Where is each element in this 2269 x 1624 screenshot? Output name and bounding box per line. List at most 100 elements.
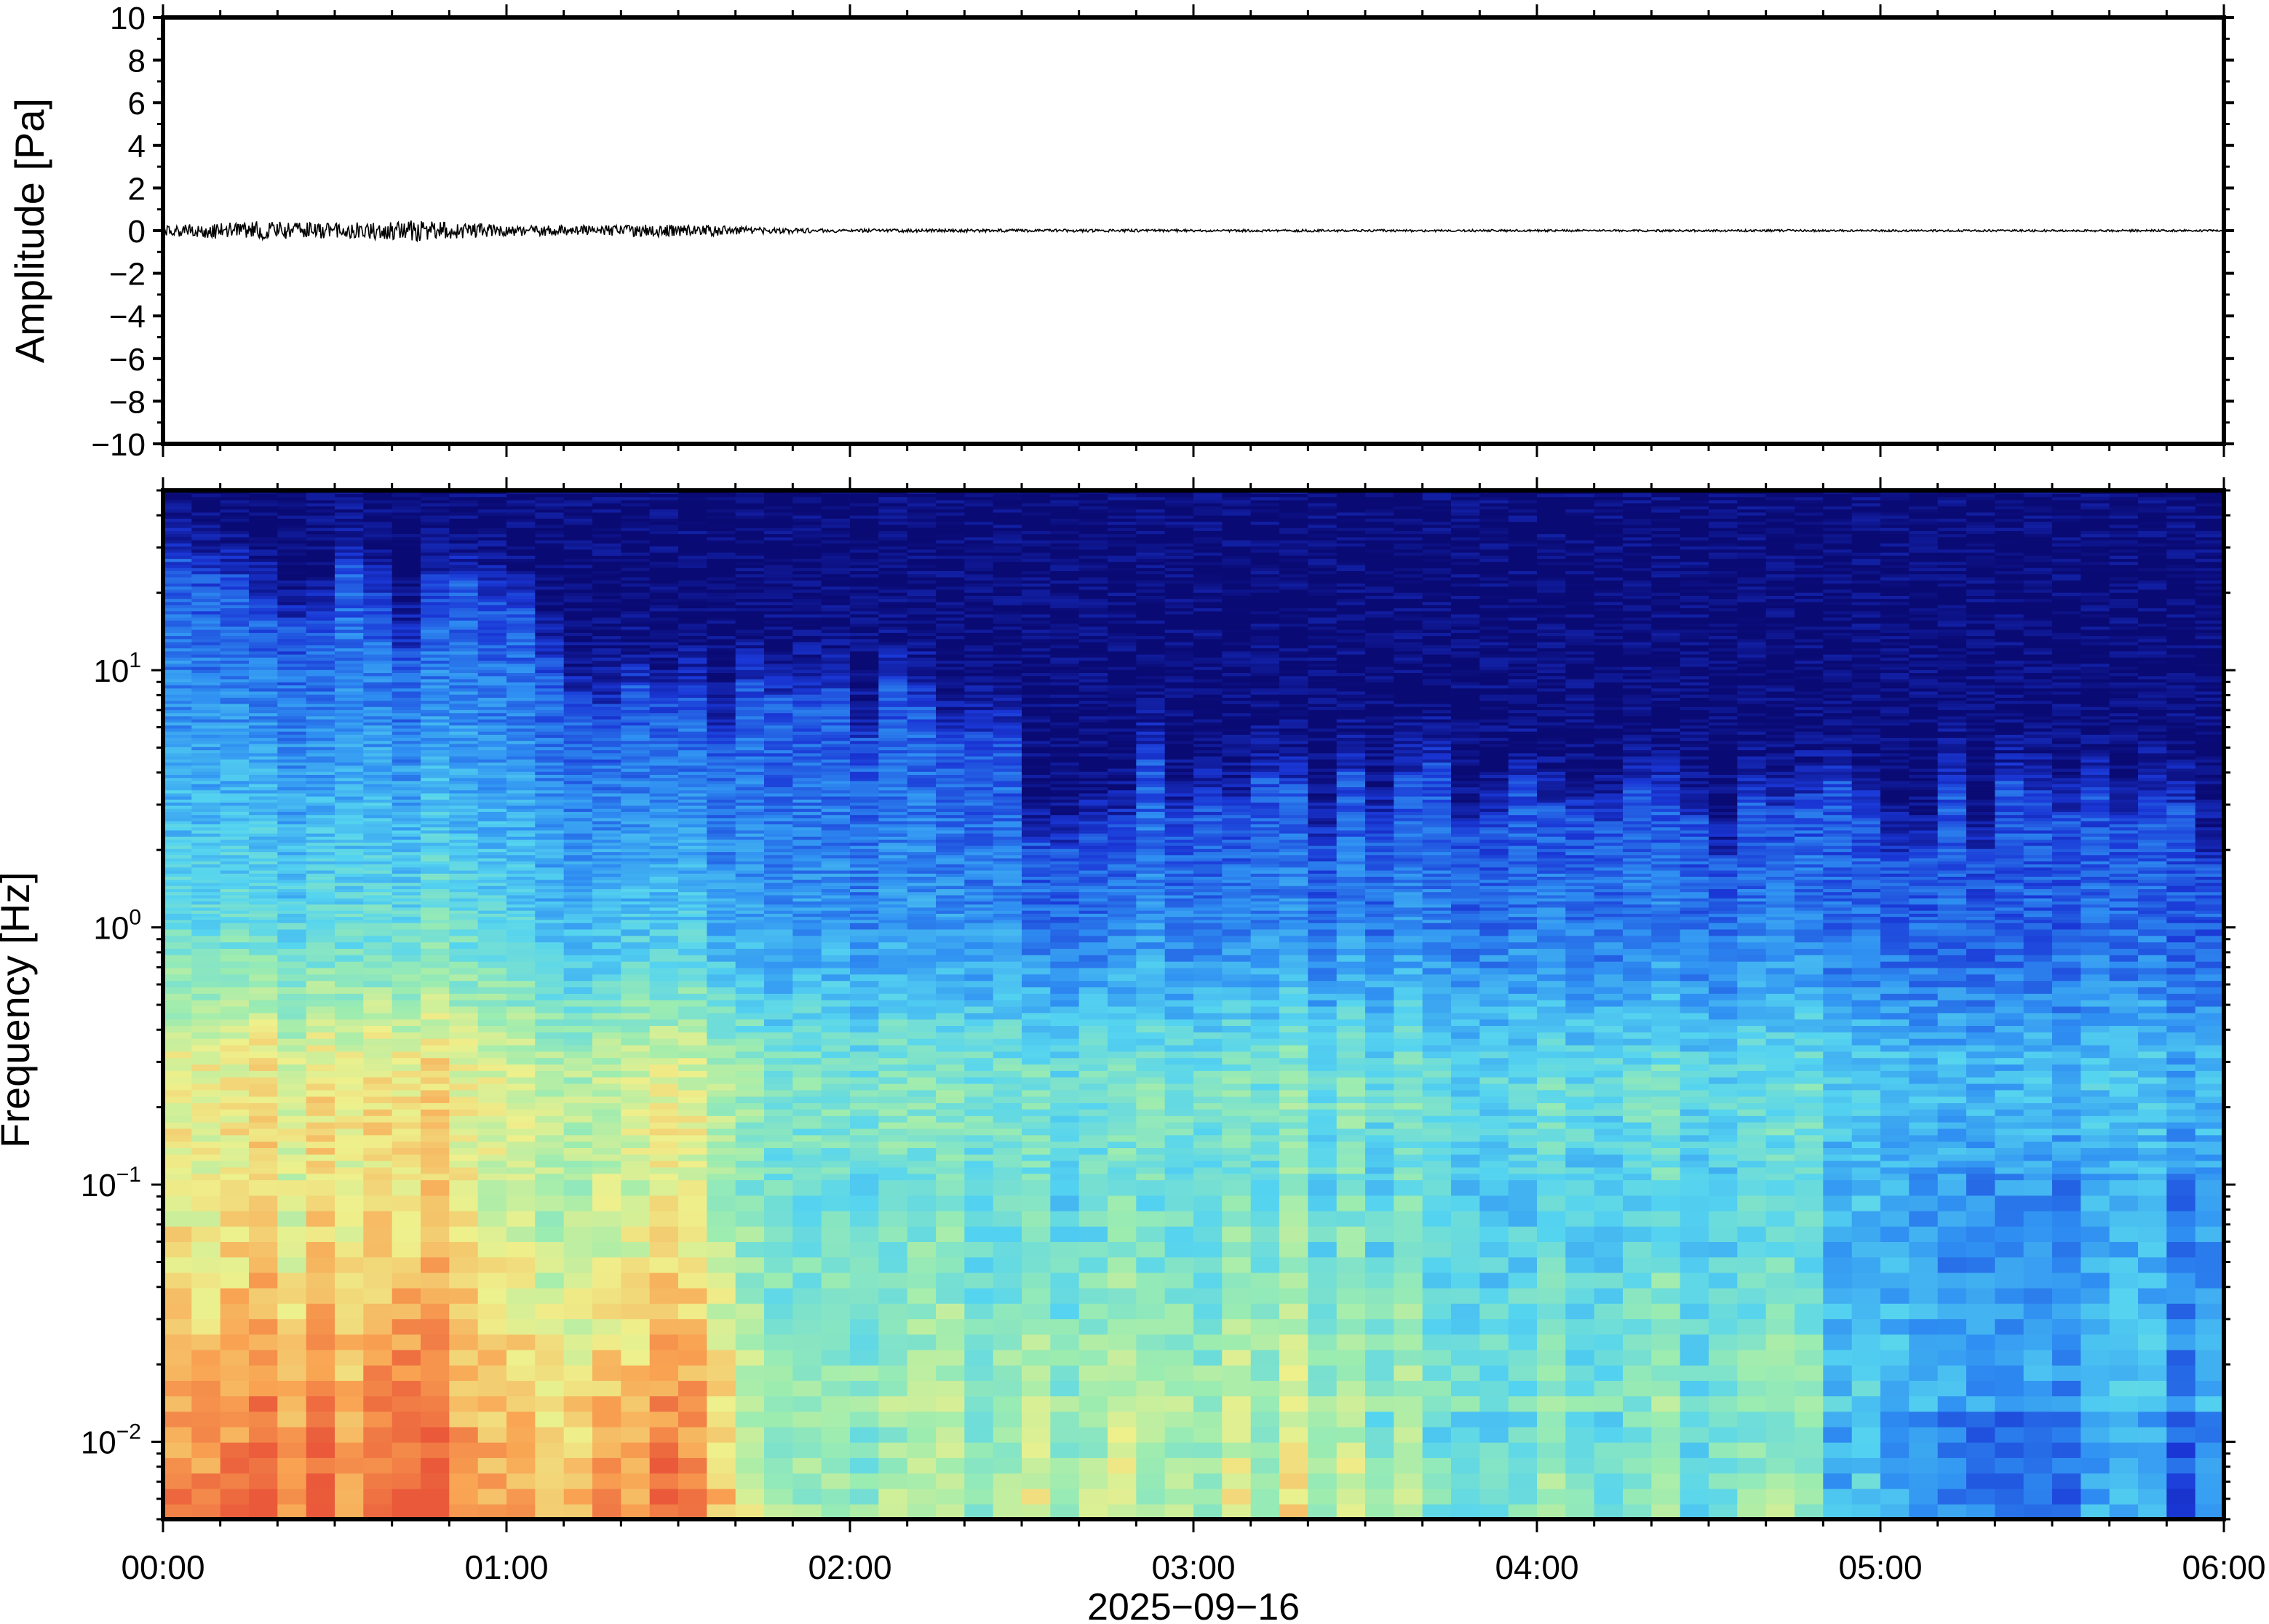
spectrogram-cell (735, 573, 765, 578)
spectrogram-cell (392, 780, 421, 784)
spectrogram-cell (535, 1318, 565, 1335)
spectrogram-cell (220, 759, 250, 763)
spectrogram-cell (421, 1006, 450, 1014)
spectrogram-cell (506, 589, 536, 593)
spectrogram-cell (506, 987, 536, 994)
spectrogram-cell (335, 740, 365, 744)
spectrogram-cell (621, 827, 651, 831)
spectrogram-cell (392, 1441, 421, 1458)
spectrogram-cell (563, 601, 593, 605)
spectrogram-cell (592, 928, 622, 936)
spectrogram-cell (649, 1195, 679, 1211)
spectrogram-cell (449, 774, 479, 779)
spectrogram-cell (649, 678, 679, 682)
spectrogram-cell (592, 549, 622, 553)
spectrogram-cell (477, 811, 507, 816)
spectrogram-cell (678, 518, 708, 522)
spectrogram-cell (735, 1102, 765, 1110)
spectrogram-cell (649, 675, 679, 680)
spectrogram-cell (392, 533, 421, 538)
spectrogram-cell (592, 759, 622, 763)
spectrogram-cell (792, 561, 822, 565)
spectrogram-cell (735, 1396, 765, 1412)
spectrogram-cell (163, 558, 193, 562)
spectrogram-cell (163, 613, 193, 618)
spectrogram-cell (678, 796, 708, 800)
spectrogram-cell (335, 765, 365, 769)
spectrogram-cell (191, 777, 221, 781)
spectrogram-cell (421, 759, 450, 763)
spectrogram-cell (506, 536, 536, 541)
spectrogram-cell (707, 1019, 736, 1026)
spectrogram-cell (220, 1303, 250, 1320)
spectrogram-cell (421, 777, 450, 781)
spectrogram-cell (764, 595, 794, 600)
spectrogram-cell (249, 774, 279, 779)
spectrogram-cell (535, 709, 565, 714)
spectrogram-cell (621, 709, 651, 714)
spectrogram-cell (735, 1032, 765, 1039)
spectrogram-cell (535, 1364, 565, 1381)
spectrogram-cell (649, 715, 679, 720)
spectrogram-cell (821, 1195, 851, 1211)
spectrogram-cell (735, 499, 765, 503)
spectrogram-cell (678, 682, 708, 685)
spectrogram-cell (649, 589, 679, 593)
spectrogram-cell (191, 814, 221, 819)
spectrogram-cell (421, 527, 450, 531)
spectrogram-cell (792, 734, 822, 739)
spectrogram-cell (220, 1012, 250, 1020)
spectrogram-cell (249, 1272, 279, 1289)
spectrogram-cell (163, 592, 193, 596)
spectrogram-cell (306, 1077, 335, 1084)
spectrogram-cell (449, 1166, 479, 1174)
spectrogram-cell (678, 768, 708, 772)
spectrogram-cell (163, 648, 193, 652)
spectrogram-cell (506, 601, 536, 605)
spectrogram-cell (306, 755, 335, 760)
spectrogram-cell (535, 496, 565, 501)
spectrogram-cell (306, 777, 335, 781)
spectrogram-cell (191, 928, 221, 936)
spectrogram-cell (277, 1044, 307, 1052)
spectrogram-cell (821, 749, 851, 754)
spectrogram-cell (449, 1102, 479, 1110)
spectrogram-cell (563, 1473, 593, 1489)
spectrogram-cell (735, 533, 765, 538)
spectrogram-cell (277, 568, 307, 571)
spectrogram-cell (220, 1226, 250, 1242)
spectrogram-cell (707, 907, 736, 911)
spectrogram-cell (191, 787, 221, 791)
spectrogram-cell (707, 706, 736, 710)
spectrogram-cell (535, 608, 565, 612)
spectrogram-cell (163, 1147, 193, 1155)
spectrogram-cell (735, 1089, 765, 1097)
spectrogram-cell (592, 817, 622, 821)
spectrogram-cell (163, 737, 193, 741)
spectrogram-cell (649, 792, 679, 797)
spectrogram-cell (277, 1083, 307, 1091)
spectrogram-cell (449, 879, 479, 883)
spectrogram-cell (477, 645, 507, 649)
spectrogram-cell (277, 700, 307, 704)
spectrogram-cell (592, 626, 622, 630)
spectrogram-cell (421, 1441, 450, 1458)
spectrogram-cell (821, 1210, 851, 1227)
spectrogram-cell (220, 1210, 250, 1227)
spectrogram-cell (277, 1064, 307, 1071)
spectrogram-cell (592, 864, 622, 868)
spectrogram-cell (421, 848, 450, 853)
spectrogram-cell (506, 568, 536, 571)
spectrogram-cell (449, 601, 479, 605)
spectrogram-cell (163, 589, 193, 593)
spectrogram-cell (821, 539, 851, 544)
spectrogram-cell (649, 580, 679, 584)
spectrogram-cell (477, 620, 507, 624)
spectrogram-cell (220, 1121, 250, 1129)
spectrogram-cell (592, 811, 622, 816)
spectrogram-cell (421, 675, 450, 680)
spectrogram-cell (421, 700, 450, 704)
spectrogram-cell (249, 1102, 279, 1110)
spectrogram-cell (764, 1160, 794, 1168)
